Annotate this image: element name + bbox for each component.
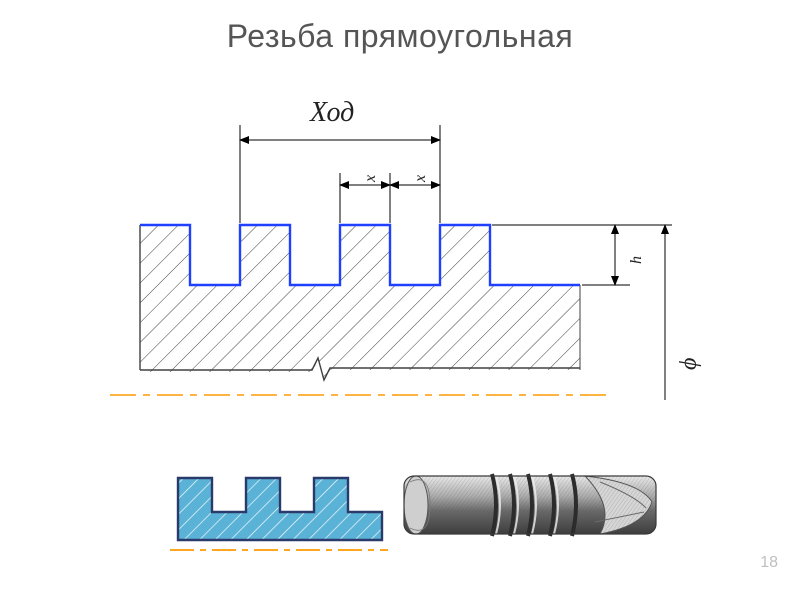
slide-title: Резьба прямоугольная: [0, 18, 800, 55]
main-diagram: [110, 95, 700, 425]
screw-photo: [400, 452, 660, 557]
page-number: 18: [760, 554, 778, 572]
dim-label-x2: x: [412, 175, 430, 182]
slide: Резьба прямоугольная: [0, 0, 800, 600]
dim-label-phi: ϕ: [676, 358, 703, 370]
mini-profile: [170, 460, 390, 560]
dim-label-lead: Ход: [310, 97, 354, 129]
dim-label-h: h: [628, 256, 646, 264]
dim-label-x1: x: [362, 175, 380, 182]
